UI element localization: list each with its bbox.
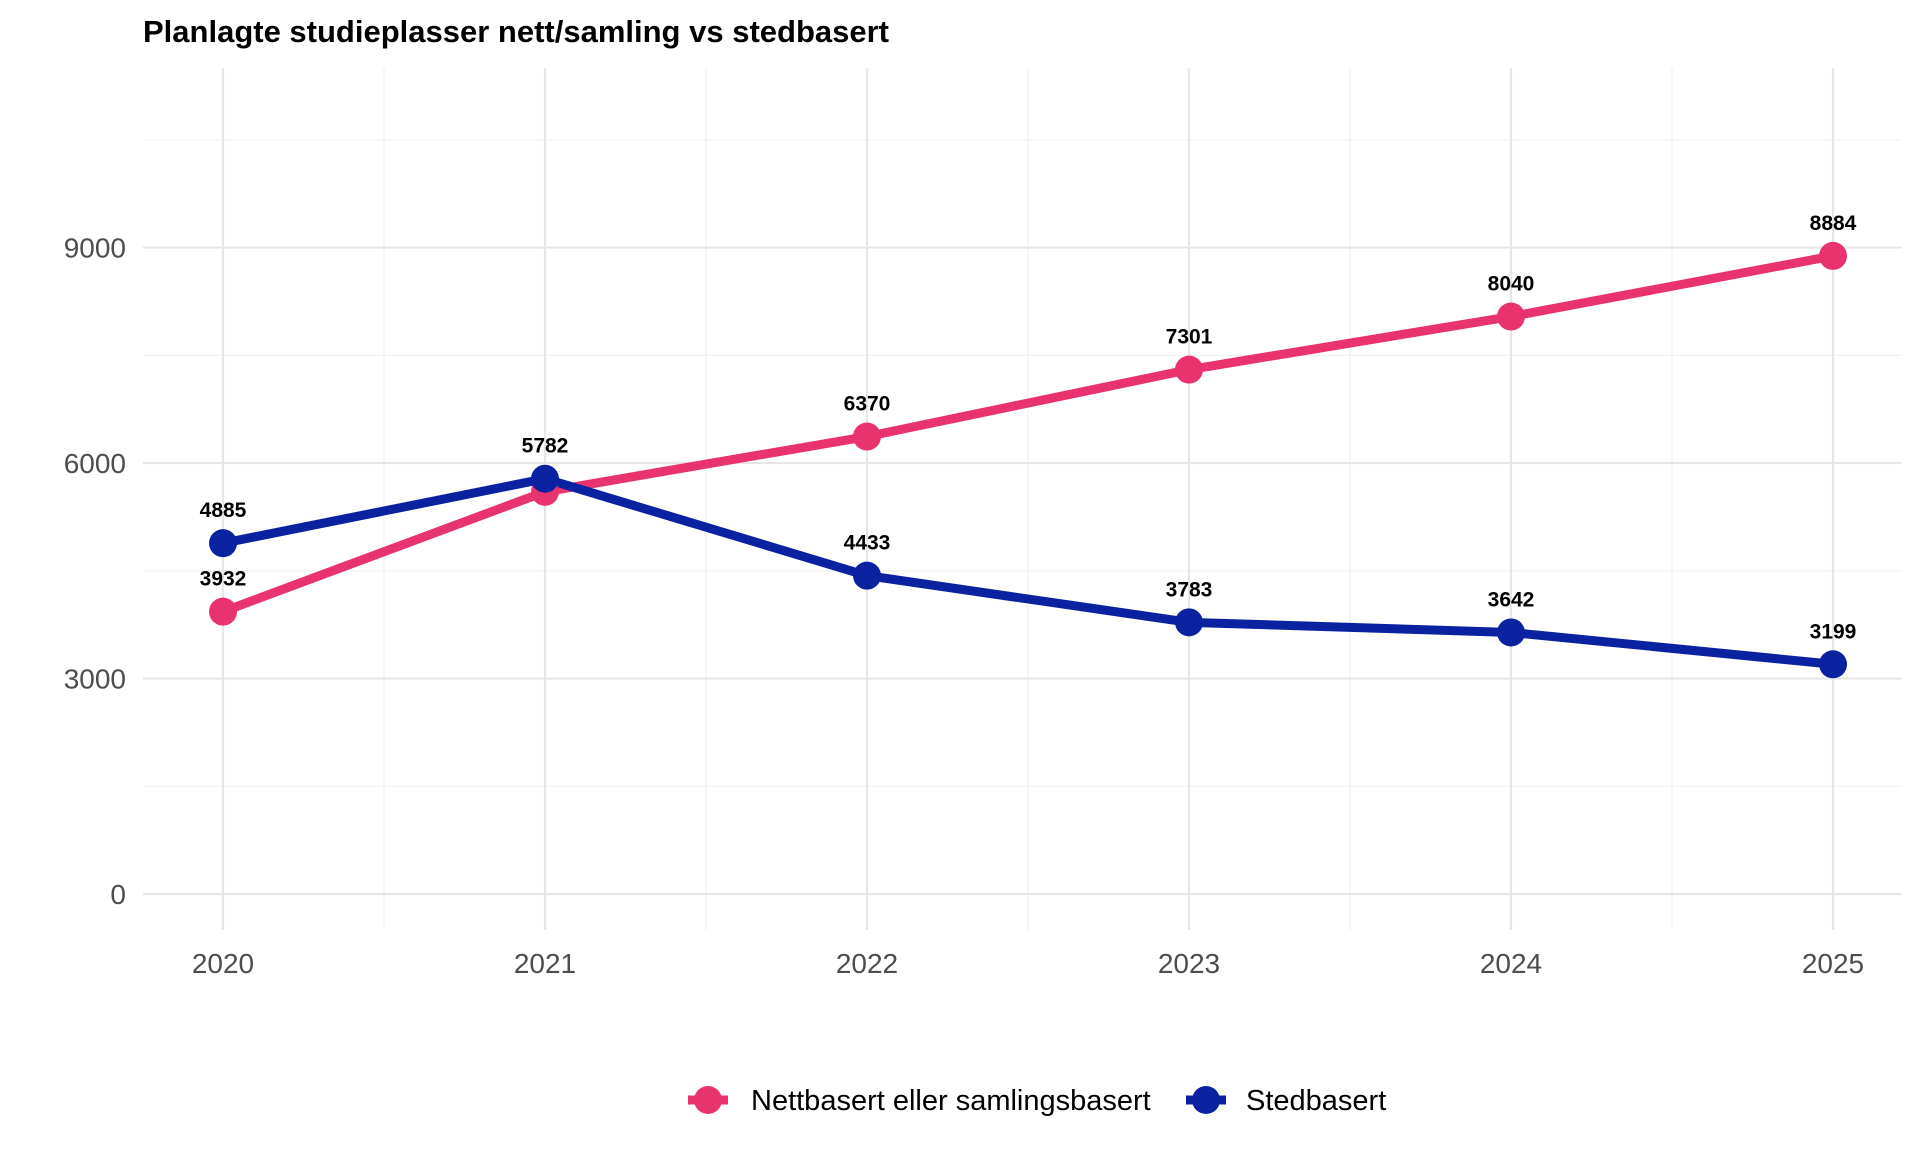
data-label-s1-2020: 4885 xyxy=(200,499,247,522)
data-label-s1-2024: 3642 xyxy=(1488,588,1535,611)
data-labels: 3932 6370 7301 8040 8884 4885 5782 4433 3783 3642… xyxy=(200,212,1857,643)
data-label-s0-2020: 3932 xyxy=(200,568,247,591)
data-label-s0-2022: 6370 xyxy=(844,393,891,416)
x-tick-label: 2020 xyxy=(192,948,254,979)
legend-label-1: Stedbasert xyxy=(1246,1085,1386,1117)
x-tick-label: 2024 xyxy=(1480,948,1542,979)
data-label-s0-2023: 7301 xyxy=(1166,326,1213,349)
legend-label-0: Nettbasert eller samlingsbasert xyxy=(751,1085,1151,1117)
data-label-s0-2024: 8040 xyxy=(1488,273,1535,296)
series-lines xyxy=(218,251,1838,669)
y-tick-label: 0 xyxy=(110,879,126,910)
grid xyxy=(143,68,1902,930)
series-line-1 xyxy=(218,474,1838,669)
data-point-s1-2021 xyxy=(531,464,559,493)
legend-key-dot-0 xyxy=(694,1086,722,1114)
data-label-s1-2021: 5782 xyxy=(522,435,569,458)
series-points xyxy=(209,241,1847,679)
x-tick-label: 2025 xyxy=(1802,948,1864,979)
data-point-s0-2023 xyxy=(1175,355,1203,384)
x-tick-label: 2023 xyxy=(1158,948,1220,979)
data-point-s1-2020 xyxy=(209,529,237,558)
series-line-0 xyxy=(218,251,1838,617)
data-point-s1-2024 xyxy=(1497,618,1525,647)
data-point-s1-2025 xyxy=(1819,650,1847,679)
y-tick-label: 6000 xyxy=(64,448,126,479)
data-point-s0-2024 xyxy=(1497,302,1525,331)
axis-ticks: 0 3000 6000 9000 2020 2021 2022 2023 2024 2025 xyxy=(64,233,1864,979)
data-point-s1-2023 xyxy=(1175,608,1203,637)
data-label-s1-2025: 3199 xyxy=(1810,620,1857,643)
data-label-s0-2025: 8884 xyxy=(1810,212,1857,235)
legend-key-dot-1 xyxy=(1192,1086,1220,1114)
data-label-s1-2023: 3783 xyxy=(1166,578,1213,601)
x-tick-label: 2022 xyxy=(836,948,898,979)
data-label-s1-2022: 4433 xyxy=(844,532,891,555)
y-tick-label: 3000 xyxy=(64,664,126,695)
data-point-s0-2020 xyxy=(209,597,237,626)
legend: Nettbasert eller samlingsbasert Stedbaser… xyxy=(688,1085,1386,1117)
x-tick-label: 2021 xyxy=(514,948,576,979)
y-tick-label: 9000 xyxy=(64,233,126,264)
data-point-s0-2022 xyxy=(853,422,881,451)
data-point-s0-2025 xyxy=(1819,241,1847,270)
data-point-s1-2022 xyxy=(853,561,881,590)
chart-title: Planlagte studieplasser nett/samling vs … xyxy=(143,14,889,49)
